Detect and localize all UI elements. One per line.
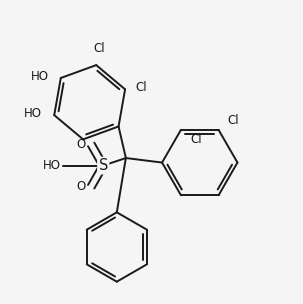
Text: HO: HO (24, 107, 42, 120)
Text: O: O (76, 180, 85, 193)
Text: Cl: Cl (228, 114, 239, 127)
Text: Cl: Cl (136, 81, 147, 94)
Text: Cl: Cl (93, 42, 105, 54)
Text: Cl: Cl (190, 133, 201, 146)
Text: HO: HO (31, 70, 49, 83)
Text: S: S (98, 158, 108, 173)
Text: O: O (76, 138, 85, 151)
Text: HO: HO (43, 159, 61, 172)
